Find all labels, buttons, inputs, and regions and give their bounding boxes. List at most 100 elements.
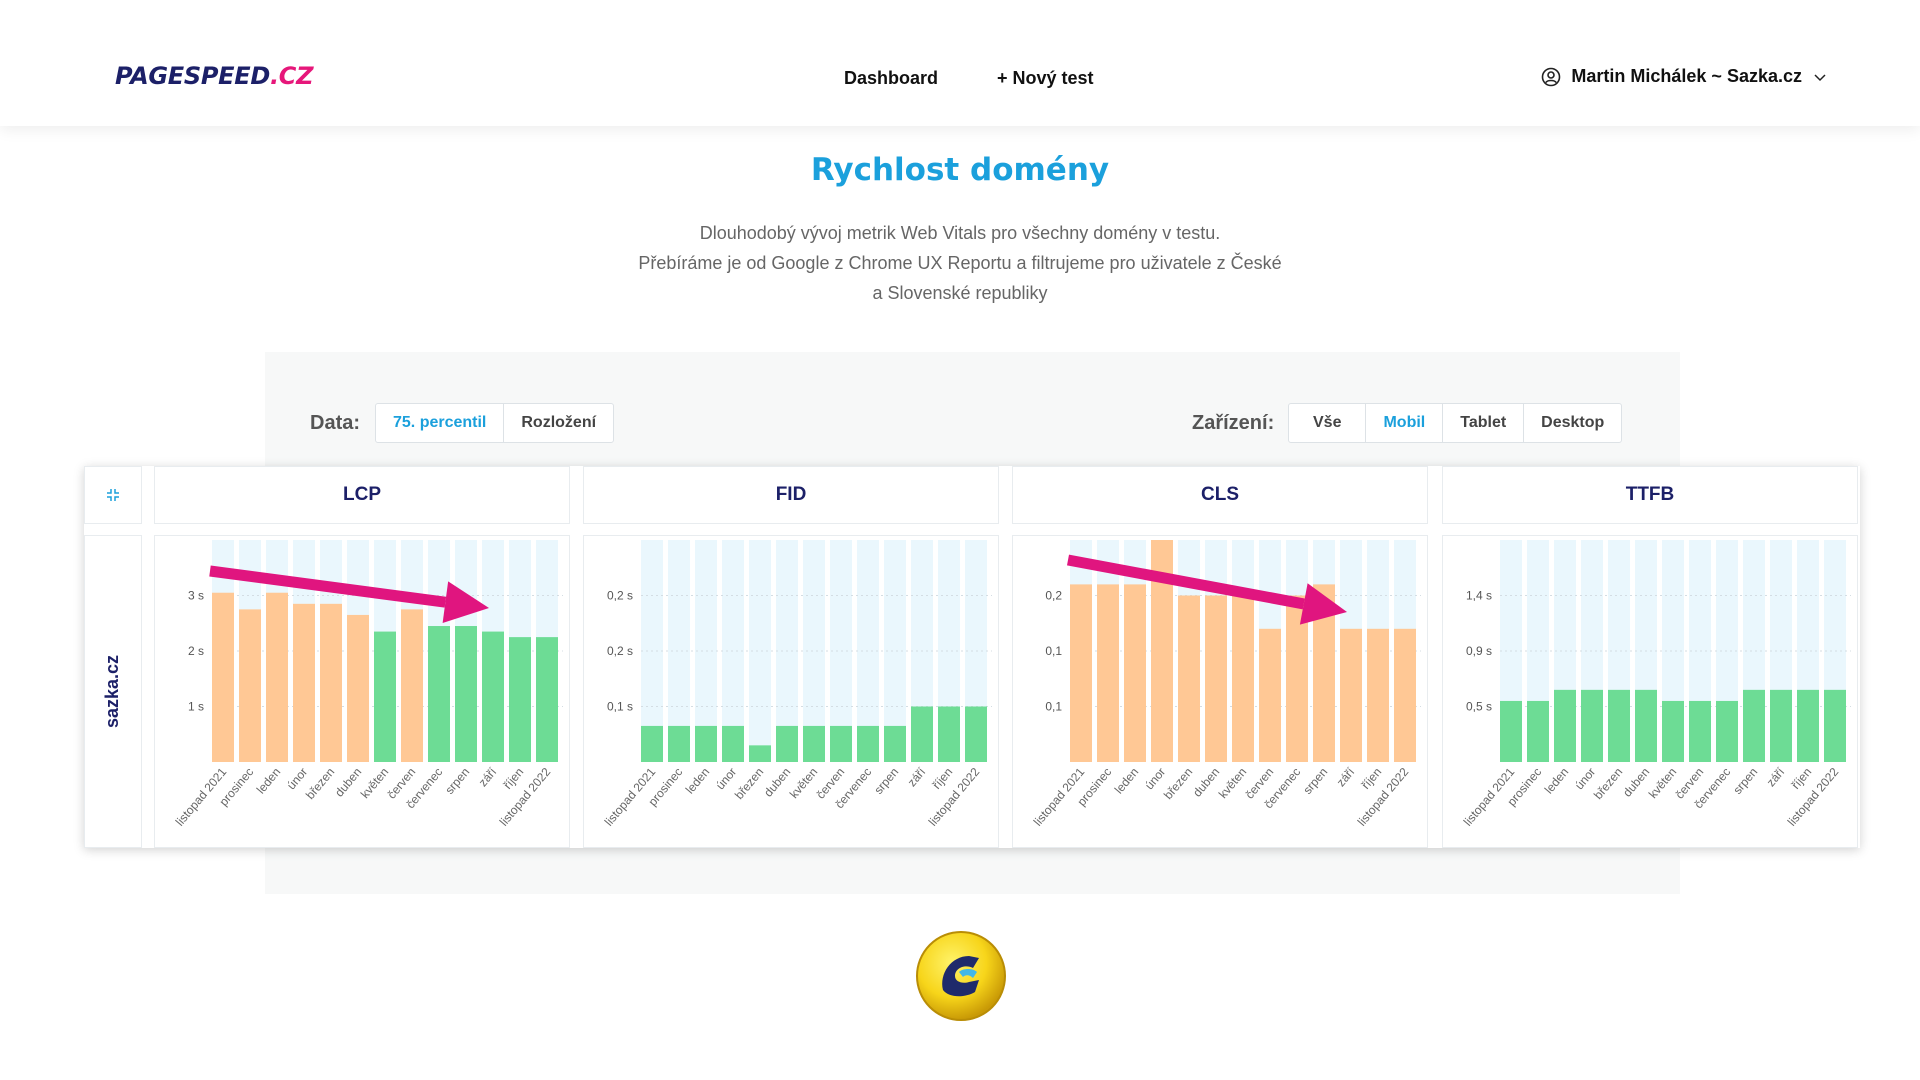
subtitle-line: Dlouhodobý vývoj metrik Web Vitals pro v… — [699, 223, 1221, 243]
bar-leden[interactable] — [695, 725, 717, 762]
bar-duben[interactable] — [347, 614, 369, 762]
chart-ttfb: 0,5 s 0,9 s 1,4 s listopad 2021 prosinec lede… — [1442, 535, 1858, 848]
bar-srpen[interactable] — [884, 725, 906, 762]
bar-listopad-2021[interactable] — [212, 592, 234, 762]
bar-červenec[interactable] — [1286, 595, 1308, 763]
x-tick-label: březen — [1591, 765, 1625, 802]
bar-říjen[interactable] — [1797, 689, 1819, 762]
bar-květen[interactable] — [1662, 700, 1684, 762]
bar-listopad-2021[interactable] — [1070, 584, 1092, 762]
x-tick-label: září — [476, 764, 500, 789]
bar-listopad-2021[interactable] — [641, 725, 663, 762]
bar-červen[interactable] — [401, 609, 423, 762]
x-tick-label: květen — [1216, 765, 1249, 801]
data-label: Data: — [310, 412, 361, 434]
bar-listopad-2022[interactable] — [1394, 628, 1416, 762]
y-tick-label: 0,2 — [1045, 589, 1062, 603]
device-selector: Vše Mobil Tablet Desktop — [1288, 403, 1623, 443]
y-tick-label: 1 s — [188, 700, 204, 714]
nav-dashboard[interactable]: Dashboard — [844, 68, 939, 88]
chart-cls: 0,1 0,1 0,2 listopad 2021 prosinec leden únor b… — [1012, 535, 1428, 848]
x-tick-label: květen — [358, 765, 391, 801]
bar-září[interactable] — [911, 706, 933, 763]
bar-říjen[interactable] — [509, 637, 531, 762]
bar-září[interactable] — [1340, 628, 1362, 762]
data-option-distribution[interactable]: Rozložení — [503, 404, 613, 442]
bar-červenec[interactable] — [1716, 700, 1738, 762]
bar-říjen[interactable] — [938, 706, 960, 763]
bar-březen[interactable] — [749, 745, 771, 762]
x-tick-label: leden — [683, 765, 713, 797]
bar-květen[interactable] — [374, 631, 396, 762]
device-option-desktop[interactable]: Desktop — [1523, 404, 1621, 442]
bar-listopad-2022[interactable] — [965, 706, 987, 763]
metric-header-lcp: LCP — [154, 466, 570, 524]
bar-prosinec[interactable] — [668, 725, 690, 762]
bar-květen[interactable] — [803, 725, 825, 762]
bar-únor[interactable] — [1151, 540, 1173, 762]
bar-září[interactable] — [482, 631, 504, 762]
nav-new-test[interactable]: + Nový test — [997, 68, 1094, 88]
bar-březen[interactable] — [1178, 595, 1200, 763]
user-menu[interactable]: Martin Michálek ~ Sazka.cz — [1541, 66, 1828, 87]
chevron-down-icon — [1812, 69, 1828, 85]
x-tick-label: září — [1764, 764, 1788, 789]
page-subtitle: Dlouhodobý vývoj metrik Web Vitals pro v… — [560, 218, 1360, 308]
x-tick-label: září — [905, 764, 929, 789]
bar-background — [884, 540, 906, 762]
bar-background — [668, 540, 690, 762]
y-tick-label: 3 s — [188, 589, 204, 603]
bar-prosinec[interactable] — [1527, 700, 1549, 762]
bar-říjen[interactable] — [1367, 628, 1389, 762]
x-tick-label: leden — [1542, 765, 1572, 797]
bar-červenec[interactable] — [428, 626, 450, 762]
bar-listopad-2021[interactable] — [1500, 700, 1522, 762]
device-option-tablet[interactable]: Tablet — [1442, 404, 1523, 442]
bar-červen[interactable] — [1689, 700, 1711, 762]
device-option-mobile[interactable]: Mobil — [1365, 404, 1442, 442]
bar-květen[interactable] — [1232, 595, 1254, 763]
bar-únor[interactable] — [722, 725, 744, 762]
bar-background — [749, 540, 771, 762]
y-tick-label: 0,1 — [1045, 644, 1062, 658]
logo-text-domain: .CZ — [269, 62, 314, 90]
bar-leden[interactable] — [1124, 584, 1146, 762]
x-tick-label: květen — [787, 765, 820, 801]
x-tick-label: leden — [1112, 765, 1142, 797]
bar-listopad-2022[interactable] — [536, 637, 558, 762]
bar-leden[interactable] — [1554, 689, 1576, 762]
bar-leden[interactable] — [266, 592, 288, 762]
bar-prosinec[interactable] — [239, 609, 261, 762]
bar-srpen[interactable] — [1313, 584, 1335, 762]
bar-srpen[interactable] — [1743, 689, 1765, 762]
bar-duben[interactable] — [1635, 689, 1657, 762]
y-tick-label: 0,2 s — [607, 644, 633, 658]
bar-únor[interactable] — [293, 603, 315, 762]
bar-červen[interactable] — [1259, 628, 1281, 762]
collapse-arrows-icon[interactable] — [84, 466, 142, 524]
bar-duben[interactable] — [776, 725, 798, 762]
x-tick-label: březen — [732, 765, 766, 802]
y-tick-label: 0,2 s — [607, 589, 633, 603]
data-option-percentile[interactable]: 75. percentil — [393, 414, 487, 431]
trend-arrow-head — [1299, 583, 1347, 625]
x-tick-label: srpen — [1300, 765, 1330, 797]
bar-červenec[interactable] — [857, 725, 879, 762]
bar-prosinec[interactable] — [1097, 584, 1119, 762]
bar-únor[interactable] — [1581, 689, 1603, 762]
bar-březen[interactable] — [1608, 689, 1630, 762]
x-tick-label: květen — [1646, 765, 1679, 801]
bar-background — [803, 540, 825, 762]
bar-listopad-2022[interactable] — [1824, 689, 1846, 762]
x-tick-label: srpen — [442, 765, 472, 797]
bar-červen[interactable] — [830, 725, 852, 762]
device-option-all[interactable]: Vše — [1313, 414, 1342, 431]
subtitle-line: a Slovenské republiky — [872, 283, 1048, 303]
bar-duben[interactable] — [1205, 595, 1227, 763]
pagespeed-logo[interactable]: PAGESPEED.CZ — [115, 62, 313, 90]
bar-březen[interactable] — [320, 603, 342, 762]
bar-srpen[interactable] — [455, 626, 477, 762]
bar-září[interactable] — [1770, 689, 1792, 762]
